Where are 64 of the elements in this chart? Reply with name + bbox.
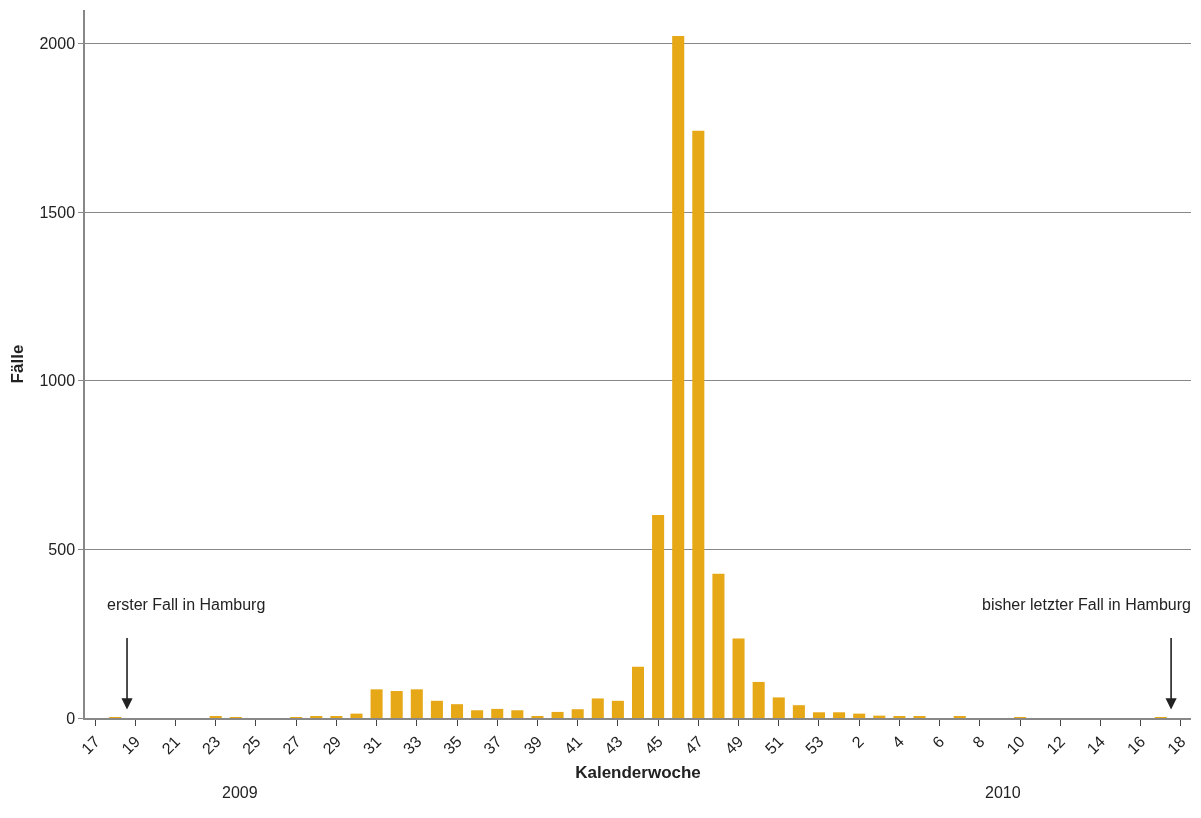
bar — [511, 710, 524, 718]
text: 2010 — [985, 784, 1021, 801]
x-tick-label: 23 — [198, 732, 224, 758]
x-tick-label: 21 — [158, 732, 184, 758]
bar — [792, 705, 805, 718]
x-tick-label: 19 — [118, 732, 144, 758]
bar — [471, 710, 484, 718]
annotation: bisher letzter Fall in Hamburg — [982, 596, 1191, 613]
x-tick-label: 18 — [1164, 732, 1189, 758]
bar — [430, 700, 443, 718]
bar — [611, 700, 624, 718]
x-tick-label: 31 — [359, 732, 385, 758]
bar — [732, 638, 745, 718]
y-tick-label: 0 — [66, 709, 76, 727]
y-axis-title: Fälle — [7, 344, 27, 384]
bar — [652, 515, 665, 718]
x-tick-label: 17 — [78, 732, 103, 758]
bar — [450, 704, 464, 718]
x-tick-label: 51 — [761, 732, 787, 758]
x-tick-label: 35 — [440, 732, 465, 758]
bar — [491, 708, 504, 718]
x-tick-label: 37 — [480, 732, 506, 758]
x-axis-title: Kalenderwoche — [575, 763, 701, 783]
bar — [692, 130, 705, 718]
x-tick-label: 33 — [399, 732, 425, 758]
bar — [571, 709, 584, 718]
x-tick-label: 47 — [681, 732, 707, 758]
x-tick-label: 4 — [888, 732, 908, 752]
bar — [672, 35, 685, 718]
bar — [853, 713, 866, 718]
y-tick-label: 1000 — [39, 372, 76, 390]
x-tick-label: 16 — [1123, 732, 1149, 758]
bar — [631, 666, 645, 718]
annotation: erster Fall in Hamburg — [107, 596, 266, 613]
x-tick-label: 14 — [1083, 732, 1109, 758]
x-tick-label: 6 — [929, 732, 948, 752]
x-tick-label: 10 — [1003, 732, 1028, 758]
bar — [712, 573, 725, 718]
y-tick-label: 500 — [48, 541, 76, 559]
bar — [812, 712, 826, 718]
bar — [752, 681, 765, 718]
text: 2009 — [222, 784, 258, 801]
bar — [591, 698, 604, 718]
x-tick-label: 27 — [279, 732, 304, 758]
bar — [350, 713, 363, 718]
y-tick-label: 2000 — [39, 35, 76, 53]
bar — [551, 711, 564, 718]
x-tick-label: 53 — [802, 732, 827, 758]
bar — [833, 712, 846, 718]
x-tick-label: 29 — [319, 732, 345, 758]
x-tick-label: 8 — [969, 732, 988, 752]
bar — [370, 689, 383, 718]
x-tick-label: 25 — [239, 732, 264, 758]
x-tick-label: 41 — [560, 732, 586, 758]
x-tick-label: 2 — [848, 732, 868, 752]
x-tick-label: 43 — [601, 732, 626, 758]
y-tick-label: 1500 — [39, 203, 76, 221]
x-tick-label: 45 — [641, 732, 666, 758]
x-tick-label: 49 — [721, 732, 747, 758]
bar — [772, 697, 785, 718]
bar — [390, 691, 403, 718]
x-tick-label: 39 — [520, 732, 546, 758]
bar — [410, 689, 423, 718]
x-tick-label: 12 — [1043, 732, 1069, 758]
